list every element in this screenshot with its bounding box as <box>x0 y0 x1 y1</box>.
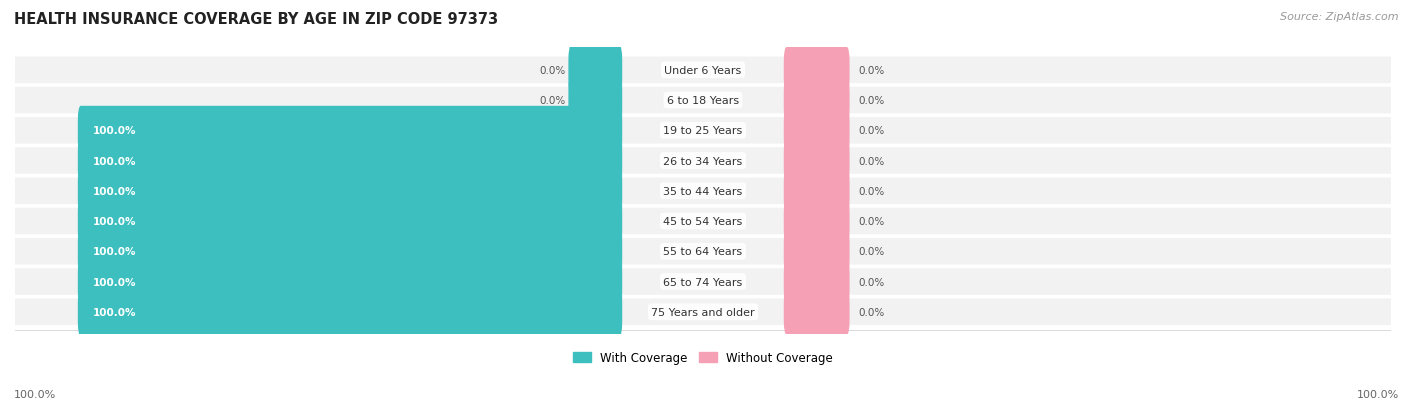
Text: 0.0%: 0.0% <box>859 156 884 166</box>
Text: 0.0%: 0.0% <box>859 307 884 317</box>
FancyBboxPatch shape <box>783 169 849 214</box>
FancyBboxPatch shape <box>15 238 1391 265</box>
Text: 45 to 54 Years: 45 to 54 Years <box>664 216 742 226</box>
FancyBboxPatch shape <box>15 178 1391 204</box>
Text: 65 to 74 Years: 65 to 74 Years <box>664 277 742 287</box>
Text: 0.0%: 0.0% <box>538 66 565 76</box>
Text: 0.0%: 0.0% <box>859 186 884 196</box>
FancyBboxPatch shape <box>783 289 849 335</box>
FancyBboxPatch shape <box>15 208 1391 235</box>
Legend: With Coverage, Without Coverage: With Coverage, Without Coverage <box>568 347 838 369</box>
Text: 0.0%: 0.0% <box>859 96 884 106</box>
FancyBboxPatch shape <box>783 138 849 184</box>
Text: 35 to 44 Years: 35 to 44 Years <box>664 186 742 196</box>
Text: 0.0%: 0.0% <box>538 96 565 106</box>
FancyBboxPatch shape <box>77 287 623 337</box>
FancyBboxPatch shape <box>77 257 623 306</box>
Text: 0.0%: 0.0% <box>859 277 884 287</box>
Text: 100.0%: 100.0% <box>14 389 56 399</box>
Text: 75 Years and older: 75 Years and older <box>651 307 755 317</box>
Text: 19 to 25 Years: 19 to 25 Years <box>664 126 742 136</box>
FancyBboxPatch shape <box>77 107 623 155</box>
Text: 0.0%: 0.0% <box>859 247 884 256</box>
FancyBboxPatch shape <box>15 299 1391 325</box>
Text: 55 to 64 Years: 55 to 64 Years <box>664 247 742 256</box>
FancyBboxPatch shape <box>77 167 623 216</box>
FancyBboxPatch shape <box>15 148 1391 174</box>
Text: 26 to 34 Years: 26 to 34 Years <box>664 156 742 166</box>
FancyBboxPatch shape <box>77 197 623 246</box>
FancyBboxPatch shape <box>15 57 1391 84</box>
Text: 100.0%: 100.0% <box>1357 389 1399 399</box>
FancyBboxPatch shape <box>783 78 849 124</box>
Text: 100.0%: 100.0% <box>93 186 136 196</box>
FancyBboxPatch shape <box>77 227 623 276</box>
Text: 100.0%: 100.0% <box>93 156 136 166</box>
Text: 100.0%: 100.0% <box>93 216 136 226</box>
Text: 100.0%: 100.0% <box>93 307 136 317</box>
Text: Under 6 Years: Under 6 Years <box>665 66 741 76</box>
FancyBboxPatch shape <box>15 118 1391 144</box>
Text: 100.0%: 100.0% <box>93 247 136 256</box>
Text: 100.0%: 100.0% <box>93 126 136 136</box>
Text: Source: ZipAtlas.com: Source: ZipAtlas.com <box>1281 12 1399 22</box>
FancyBboxPatch shape <box>783 229 849 275</box>
Text: HEALTH INSURANCE COVERAGE BY AGE IN ZIP CODE 97373: HEALTH INSURANCE COVERAGE BY AGE IN ZIP … <box>14 12 498 27</box>
FancyBboxPatch shape <box>783 108 849 154</box>
Text: 6 to 18 Years: 6 to 18 Years <box>666 96 740 106</box>
FancyBboxPatch shape <box>783 199 849 244</box>
FancyBboxPatch shape <box>568 76 623 125</box>
FancyBboxPatch shape <box>15 88 1391 114</box>
FancyBboxPatch shape <box>568 46 623 95</box>
Text: 0.0%: 0.0% <box>859 66 884 76</box>
FancyBboxPatch shape <box>783 48 849 94</box>
FancyBboxPatch shape <box>15 268 1391 295</box>
Text: 0.0%: 0.0% <box>859 216 884 226</box>
FancyBboxPatch shape <box>783 259 849 305</box>
Text: 100.0%: 100.0% <box>93 277 136 287</box>
Text: 0.0%: 0.0% <box>859 126 884 136</box>
FancyBboxPatch shape <box>77 137 623 185</box>
